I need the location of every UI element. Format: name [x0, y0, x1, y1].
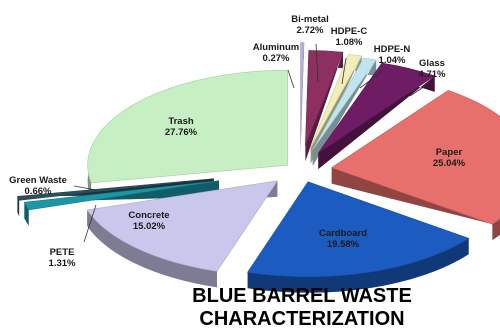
pie-slice-paper: [330, 90, 500, 241]
slice-top: [310, 54, 363, 148]
pie-slice-concrete: [86, 180, 279, 288]
slice-label-concrete: Concrete: [128, 210, 169, 221]
slice-label-cardboard: Cardboard: [319, 228, 367, 239]
pie-slice-pete: [23, 180, 220, 226]
slice-side: [24, 180, 220, 226]
slice-label-pete: PETE: [50, 247, 75, 258]
slice-label-aluminum: Aluminum: [253, 42, 299, 53]
slice-top: [23, 180, 220, 211]
slice-top: [312, 57, 377, 151]
slice-value-concrete: 15.02%: [133, 221, 166, 232]
leader-line-bi-metal: [315, 43, 319, 83]
slice-label-bi-metal: Bi-metal: [291, 14, 328, 25]
leader-line-green-waste: [73, 185, 97, 191]
slice-top: [330, 90, 500, 225]
leader-line-glass: [409, 83, 429, 97]
slice-value-hdpe-n: 1.04%: [379, 55, 406, 66]
slice-label-green-waste: Green Waste: [9, 175, 67, 186]
slice-top: [86, 180, 279, 272]
slice-label-hdpe-n: HDPE-N: [374, 44, 411, 55]
slice-label-hdpe-c: HDPE-C: [331, 26, 368, 37]
pie-slice-cardboard: [247, 181, 470, 293]
chart-title-line-1: BLUE BARREL WASTE: [192, 285, 412, 307]
slice-value-glass: 4.71%: [419, 69, 446, 80]
slice-top: [317, 62, 436, 154]
slice-value-green-waste: 0.66%: [25, 186, 52, 197]
slice-top: [16, 178, 214, 201]
slice-top: [300, 42, 305, 138]
leader-line-hdpe-c: [341, 57, 347, 85]
pie-slice-trash: [87, 69, 288, 199]
slice-label-glass: Glass: [419, 58, 445, 69]
chart-title-line-2: CHARACTERIZATION: [199, 308, 404, 329]
slice-label-paper: Paper: [436, 147, 463, 158]
leader-line-pete: [83, 204, 97, 243]
slice-value-paper: 25.04%: [433, 158, 466, 169]
slice-value-cardboard: 19.58%: [327, 239, 360, 250]
slice-top: [87, 69, 288, 184]
slice-value-pete: 1.31%: [49, 258, 76, 269]
pie-slice-glass: [317, 62, 436, 170]
slice-value-bi-metal: 2.72%: [297, 25, 324, 36]
leader-lines: [73, 43, 429, 243]
slice-value-trash: 27.76%: [165, 127, 198, 138]
slice-value-aluminum: 0.27%: [263, 53, 290, 64]
leader-line-aluminum: [287, 69, 295, 89]
slice-label-trash: Trash: [168, 116, 194, 127]
pie-slice-aluminum: [300, 42, 305, 154]
slice-top: [247, 181, 470, 278]
slice-value-hdpe-c: 1.08%: [336, 37, 363, 48]
pie-slices: [16, 42, 500, 293]
slice-top: [305, 50, 344, 146]
leader-line-hdpe-n: [359, 69, 385, 89]
pie-slice-bi-metal: [305, 50, 344, 162]
